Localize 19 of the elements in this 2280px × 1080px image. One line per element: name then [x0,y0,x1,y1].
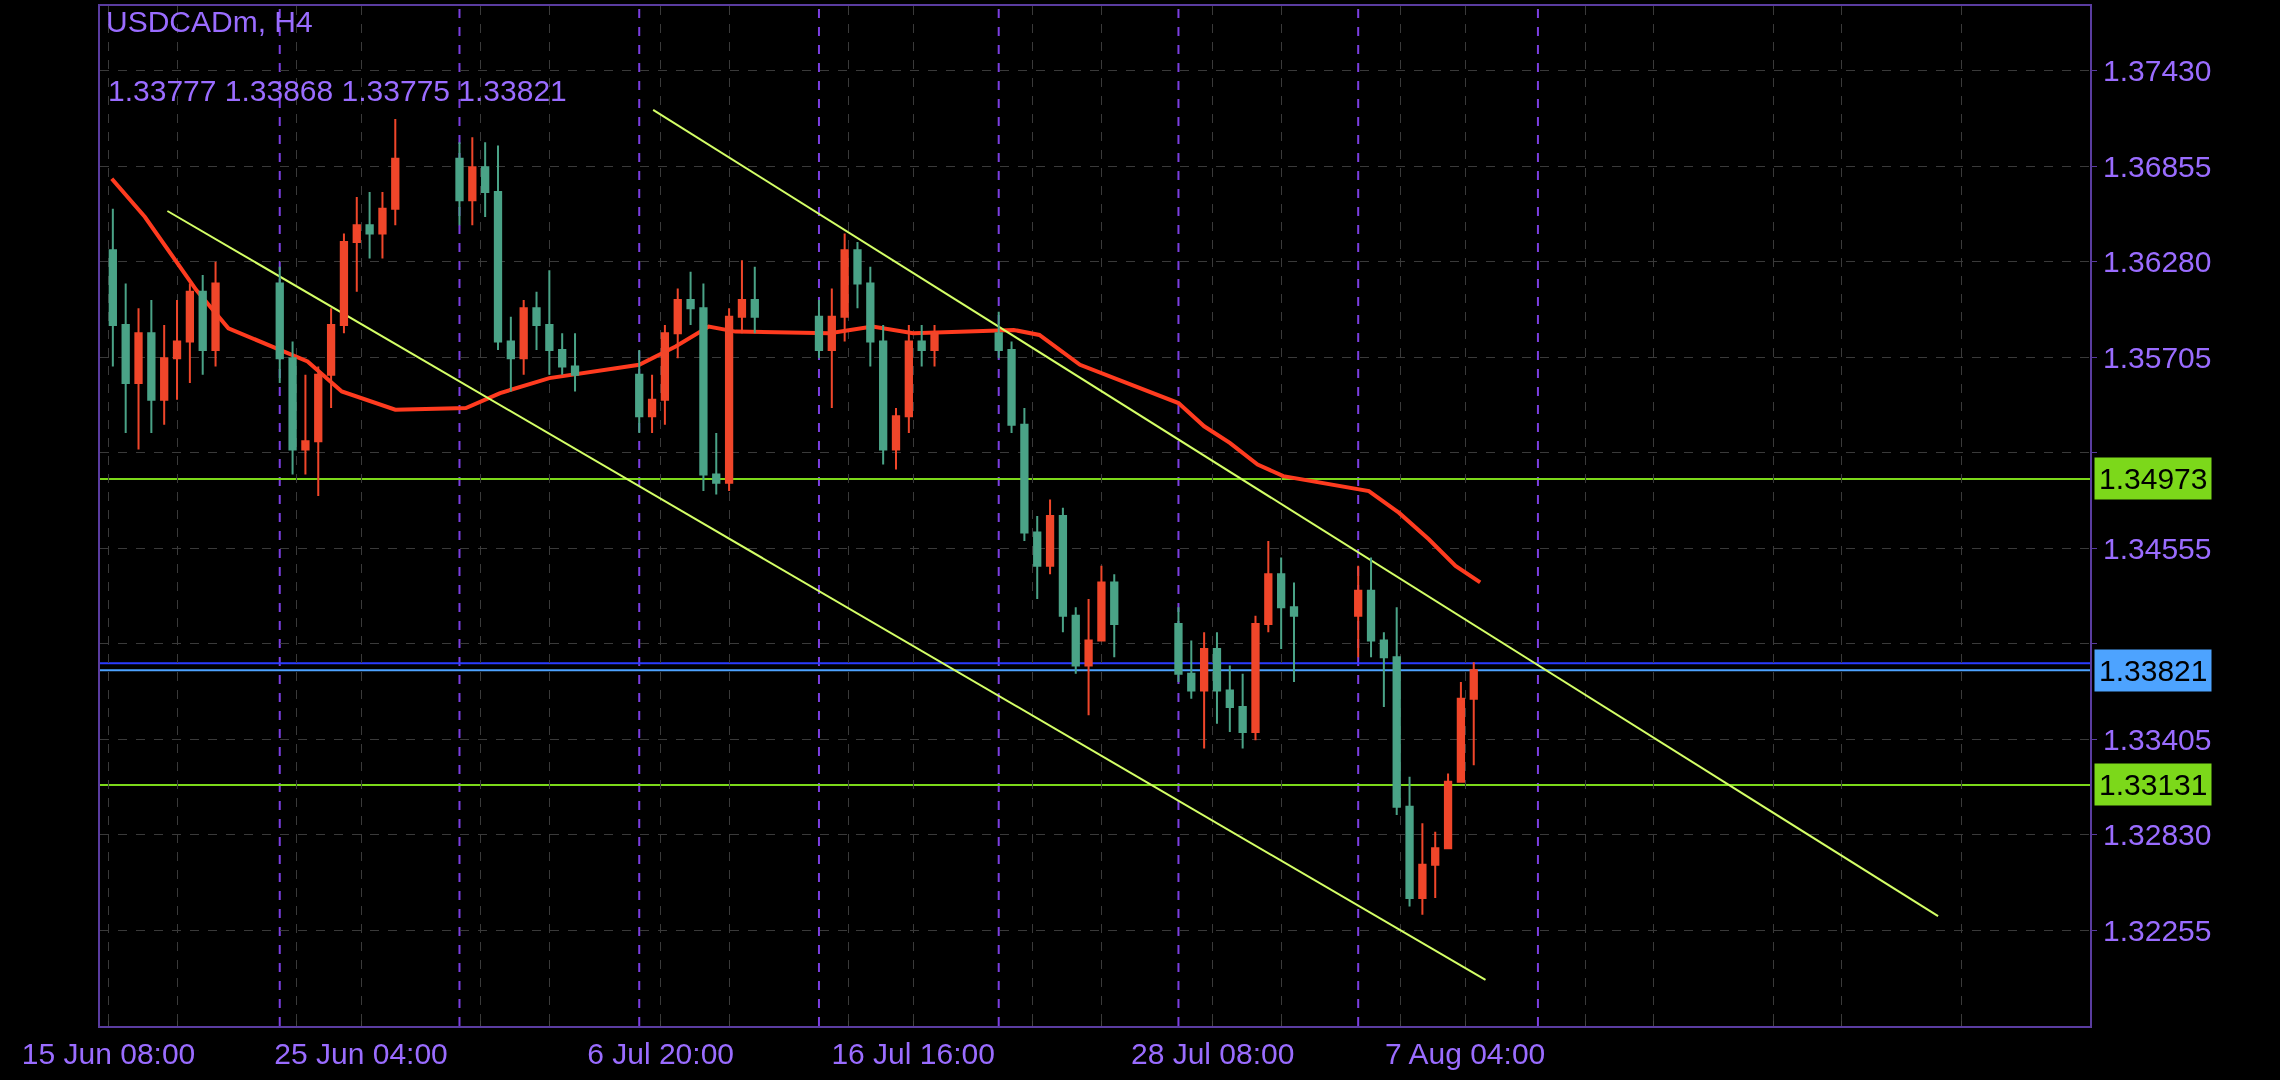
ref-line-label: 1.33821 [2099,654,2208,687]
y-tick-label: 1.36280 [2103,245,2212,279]
y-tick-label: 1.35705 [2103,340,2212,374]
x-tick-label: 25 Jun 04:00 [274,1037,448,1070]
y-tick-label: 1.37430 [2103,54,2212,88]
y-tick-label: 1.32255 [2103,913,2212,947]
y-tick-label: 1.34555 [2103,531,2212,565]
ref-line-label: 1.34973 [2099,462,2208,495]
chart-title: USDCADm, H4 [105,5,313,39]
y-tick-label: 1.32830 [2103,818,2212,852]
x-tick-label: 28 Jul 08:00 [1130,1037,1295,1070]
y-tick-label: 1.33405 [2103,722,2212,756]
x-tick-label: 7 Aug 04:00 [1385,1037,1546,1070]
x-tick-label: 16 Jul 16:00 [831,1037,995,1070]
y-tick-label: 1.36855 [2103,149,2212,183]
ref-line-label: 1.33131 [2099,768,2208,801]
x-tick-label: 6 Jul 20:00 [587,1037,735,1070]
x-tick-label: 15 Jun 08:00 [21,1037,196,1070]
text: 1.33777 1.33868 1.33775 1.33821 [108,74,567,107]
